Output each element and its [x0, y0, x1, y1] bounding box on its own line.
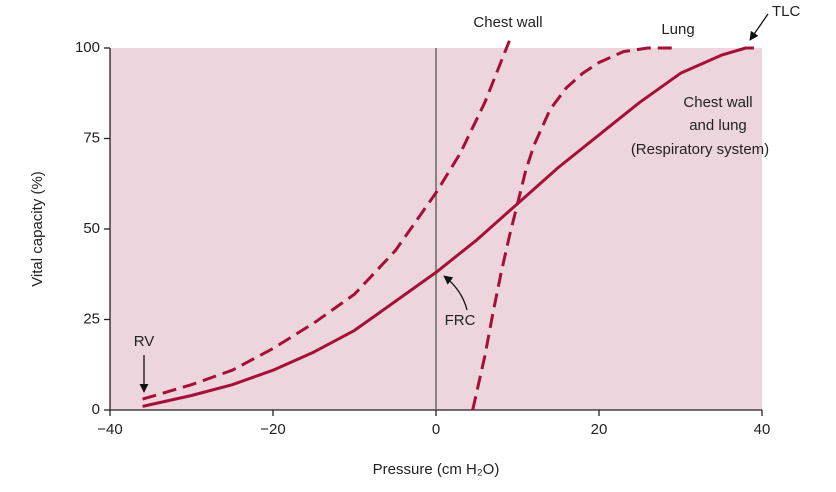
line [471, 46, 677, 411]
y-tick-label: 25 [83, 310, 100, 327]
plot-area: 0 25 50 75 100 −40 −20 0 20 40 [75, 39, 770, 438]
annotation: Chest wall [683, 94, 752, 111]
y-tick-label: 50 [83, 220, 100, 237]
y-axis-label: Vital capacity (%) [29, 171, 46, 287]
annotation: and lung [689, 117, 747, 134]
annotation: TLC [772, 3, 801, 20]
x-tick-label: −40 [97, 421, 122, 438]
arrow [749, 13, 769, 41]
annotation: Lung [661, 21, 694, 38]
x-tick-label: 40 [754, 421, 771, 438]
x-tick-label: 0 [432, 421, 440, 438]
annotation: Chest wall [473, 14, 542, 31]
annotation: RV [134, 333, 155, 350]
y-tick-label: 0 [92, 401, 100, 418]
annotation: (Respiratory system) [631, 141, 769, 158]
x-axis-label: Pressure (cm H₂O) [373, 461, 500, 478]
arrow [443, 275, 468, 311]
line [142, 40, 511, 401]
y-tick-label: 100 [75, 39, 100, 56]
line [142, 46, 754, 408]
x-tick-label: 20 [591, 421, 608, 438]
x-tick-label: −20 [260, 421, 285, 438]
y-tick-label: 75 [83, 129, 100, 146]
annotation: FRC [445, 312, 476, 329]
